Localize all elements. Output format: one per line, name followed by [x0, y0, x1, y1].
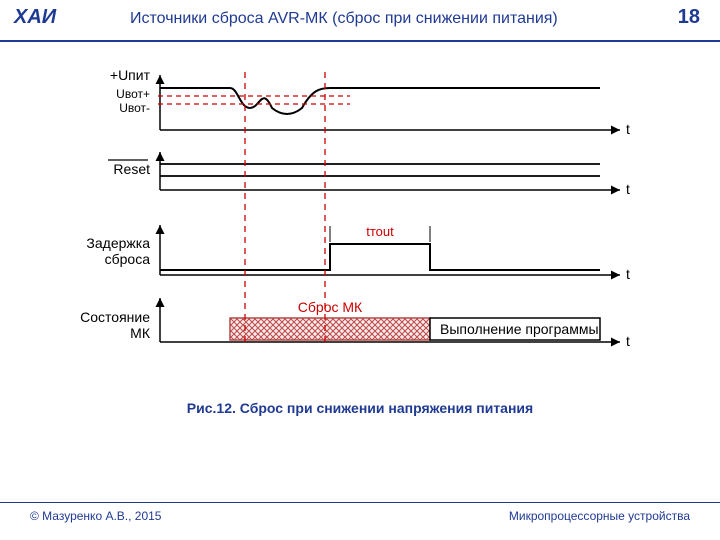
svg-text:Выполнение программы: Выполнение программы [440, 321, 599, 337]
svg-text:t: t [626, 266, 630, 282]
svg-text:Reset: Reset [113, 161, 150, 177]
svg-text:t: t [626, 121, 630, 137]
slide-header: ХАИ Источники сброса AVR-МК (сброс при с… [0, 0, 720, 42]
figure-caption: Рис.12. Сброс при снижении напряжения пи… [0, 400, 720, 416]
logo: ХАИ [14, 6, 62, 34]
svg-text:МК: МК [130, 325, 151, 341]
svg-text:Uвот-: Uвот- [119, 101, 150, 115]
svg-text:Состояние: Состояние [80, 309, 150, 325]
svg-text:t: t [626, 181, 630, 197]
footer-copyright: © Мазуренко А.В., 2015 [30, 509, 161, 523]
svg-text:Задержка: Задержка [86, 235, 150, 251]
page-number: 18 [678, 6, 700, 29]
slide-footer: © Мазуренко А.В., 2015 Микропроцессорные… [0, 502, 720, 526]
svg-text:Сброс МК: Сброс МК [298, 299, 363, 315]
svg-text:Uвот+: Uвот+ [116, 87, 150, 101]
slide-title: Источники сброса AVR-МК (сброс при сниже… [130, 10, 558, 28]
timing-diagram: +Uпит Uвот+Uвот-t Reset t tтоut Задержкасброс… [60, 70, 660, 400]
svg-text:+Uпит: +Uпит [110, 70, 151, 83]
svg-text:tтоut: tтоut [366, 224, 394, 239]
svg-text:t: t [626, 333, 630, 349]
svg-text:сброса: сброса [105, 251, 151, 267]
footer-course: Микропроцессорные устройства [509, 509, 690, 523]
